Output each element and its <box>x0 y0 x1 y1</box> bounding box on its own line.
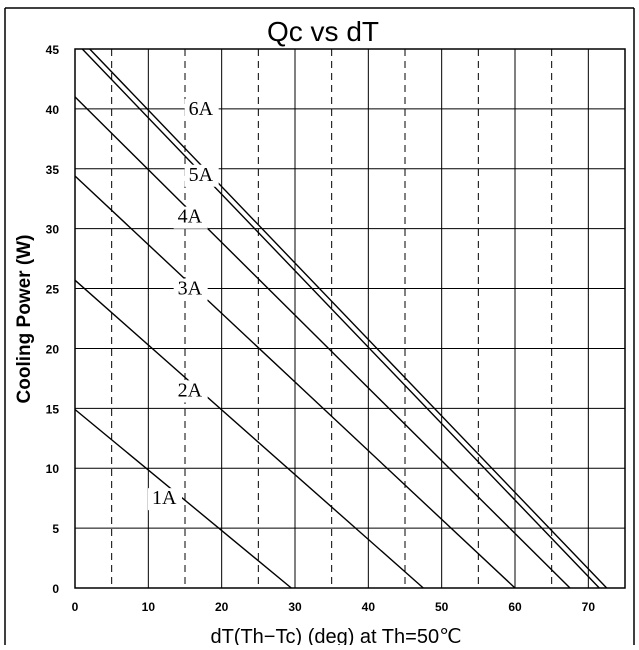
series-label-2A: 2A <box>178 379 203 401</box>
y-tick-label: 40 <box>46 103 60 117</box>
y-tick-label: 25 <box>46 283 60 297</box>
grid <box>75 49 625 588</box>
series-labels: 1A 2A 3A 4A 5A 6A <box>148 98 219 511</box>
y-tick-label: 0 <box>52 582 59 596</box>
chart-title: Qc vs dT <box>267 16 379 47</box>
x-tick-label: 10 <box>142 600 156 614</box>
y-tick-label: 45 <box>46 43 60 57</box>
series-line-2A <box>74 279 424 589</box>
series-line-3A <box>74 175 516 589</box>
series-label-bg <box>148 488 182 511</box>
y-tick-label: 10 <box>46 462 60 476</box>
series-label-1A: 1A <box>152 487 177 509</box>
series-label-bg <box>184 98 219 121</box>
x-tick-label: 20 <box>215 600 229 614</box>
series-label-3A: 3A <box>178 278 203 300</box>
series-label-5A: 5A <box>189 164 214 186</box>
series-lines <box>74 48 608 589</box>
x-tick-label: 40 <box>362 600 376 614</box>
series-line-6A <box>89 48 608 589</box>
series-label-bg <box>173 206 208 229</box>
series-label-bg <box>184 164 219 187</box>
tick-labels: 0 10 20 30 40 50 60 70 0 5 10 15 20 25 30 35 40 45 <box>46 43 596 614</box>
x-tick-label: 0 <box>72 600 79 614</box>
series-label-bg <box>173 278 208 301</box>
x-axis-label: dT(Th−Tc) (deg) at Th=50℃ <box>210 626 461 645</box>
x-tick-label: 30 <box>288 600 302 614</box>
series-label-bg <box>173 380 208 403</box>
series-line-1A <box>74 408 292 589</box>
y-tick-label: 35 <box>46 163 60 177</box>
series-line-5A <box>81 48 600 589</box>
y-tick-label: 15 <box>46 402 60 416</box>
x-tick-label: 50 <box>435 600 449 614</box>
x-tick-label: 70 <box>582 600 596 614</box>
x-tick-label: 60 <box>508 600 522 614</box>
series-label-4A: 4A <box>178 206 203 228</box>
series-line-4A <box>74 96 571 589</box>
y-tick-label: 5 <box>52 522 59 536</box>
plot-area <box>74 48 626 589</box>
y-axis-label: Cooling Power (W) <box>14 235 35 404</box>
y-tick-label: 30 <box>46 223 60 237</box>
y-tick-label: 20 <box>46 342 60 356</box>
series-label-6A: 6A <box>189 98 214 120</box>
